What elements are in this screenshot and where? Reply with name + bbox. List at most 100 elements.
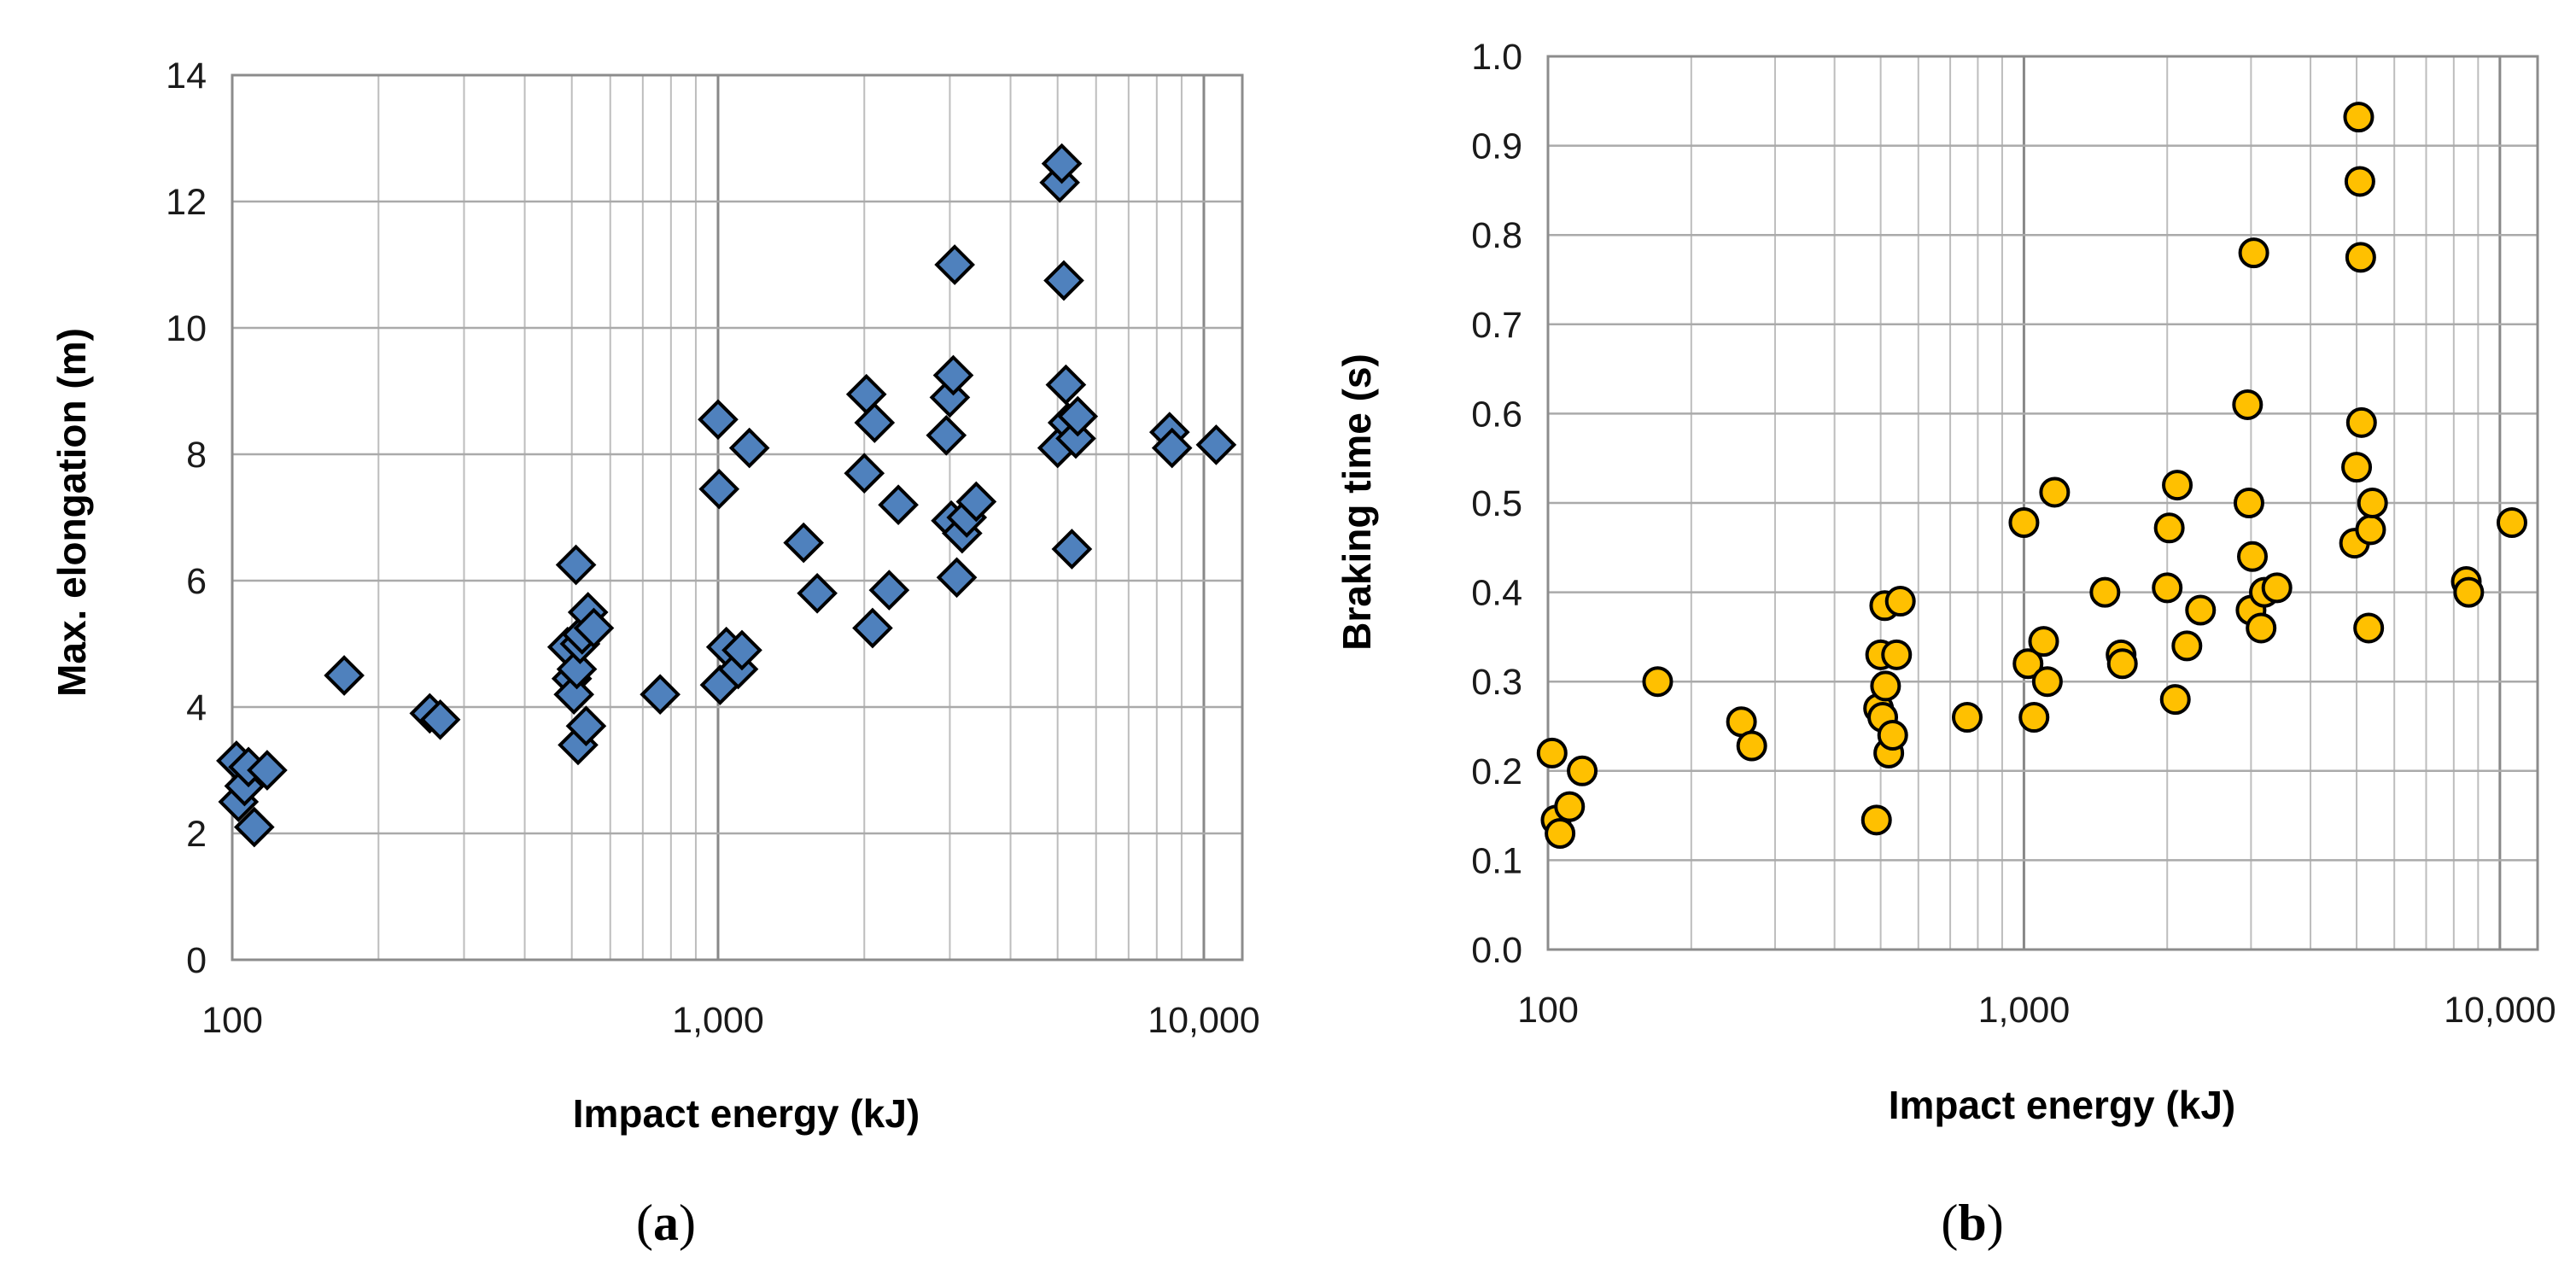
data-point [721, 629, 762, 671]
data-point [2345, 242, 2376, 273]
panel-b-braking-time: 0.0 0.1 0.2 0.3 0.4 0.5 0.6 0.7 0.8 0.9 1.0 100 1,00… [1335, 37, 2556, 1251]
data-point [783, 522, 824, 564]
data-point [2344, 166, 2375, 197]
x-tick-label: 10,000 [2444, 990, 2556, 1031]
data-point [1195, 424, 1237, 465]
data-point [2353, 612, 2385, 644]
data-point [878, 484, 919, 526]
data-point [1043, 260, 1084, 301]
panel-b-data-points [1536, 102, 2527, 850]
data-point [2106, 648, 2138, 680]
y-tick-label: 0.8 [1471, 215, 1522, 256]
data-point [2171, 630, 2203, 662]
panel-b-label-letter: b [1958, 1195, 1986, 1251]
data-point [2341, 452, 2373, 483]
data-point [2261, 572, 2293, 604]
panel-b-label-open: ( [1941, 1195, 1958, 1251]
y-tick-label: 0.2 [1471, 751, 1522, 792]
panel-a-label-letter: a [653, 1195, 679, 1251]
data-point [640, 674, 681, 716]
x-tick-label: 1,000 [672, 1000, 764, 1041]
data-point [2185, 594, 2217, 626]
data-point [565, 705, 607, 747]
data-point [2232, 389, 2263, 420]
data-point [2496, 507, 2527, 539]
data-point [2028, 626, 2059, 658]
plot-area-frame [1546, 55, 2539, 951]
data-point [1041, 143, 1083, 184]
y-tick-label: 4 [186, 687, 207, 728]
data-point [868, 570, 910, 611]
y-tick-label: 0.1 [1471, 840, 1522, 881]
y-tick-label: 0.7 [1471, 305, 1522, 346]
data-point [2237, 541, 2269, 572]
y-tick-label: 6 [186, 561, 207, 602]
y-tick-label: 0.9 [1471, 126, 1522, 167]
data-point [1951, 702, 1983, 734]
data-point [2089, 576, 2121, 608]
y-tick-label: 1.0 [1471, 37, 1522, 78]
data-point [247, 750, 288, 791]
data-point [324, 655, 365, 696]
panel-b-tick-labels: 0.0 0.1 0.2 0.3 0.4 0.5 0.6 0.7 0.8 0.9 1.0 100 1,00… [1471, 37, 2556, 1031]
data-point [2159, 684, 2191, 716]
panel-a-data-points [216, 143, 1237, 848]
data-point [1545, 818, 1576, 850]
panel-a-gridlines [231, 73, 1244, 961]
data-point [2152, 572, 2183, 604]
data-point [1051, 529, 1093, 570]
y-tick-label: 12 [166, 182, 207, 223]
y-tick-label: 0.5 [1471, 483, 1522, 524]
data-point [1877, 719, 1908, 751]
data-point [2039, 476, 2071, 508]
x-tick-label: 1,000 [1978, 990, 2071, 1031]
y-tick-label: 0.4 [1471, 573, 1522, 614]
data-point [844, 453, 885, 494]
data-point [573, 607, 615, 649]
data-point [555, 544, 597, 586]
y-tick-label: 0 [186, 940, 207, 981]
data-point [1860, 804, 1892, 836]
panel-b-label: (b) [1941, 1195, 2003, 1251]
data-point [1736, 730, 1767, 762]
data-point [1057, 395, 1099, 437]
y-tick-label: 2 [186, 814, 207, 855]
x-tick-label: 100 [202, 1000, 263, 1041]
panel-b-gridlines [1546, 55, 2539, 951]
data-point [1151, 427, 1193, 469]
y-tick-label: 0.6 [1471, 394, 1522, 435]
data-point [926, 414, 967, 456]
y-tick-label: 0.0 [1471, 930, 1522, 971]
data-point [936, 557, 978, 599]
x-tick-label: 10,000 [1148, 1000, 1260, 1041]
data-point [955, 481, 997, 523]
data-point [233, 806, 275, 848]
data-point [2357, 488, 2388, 518]
y-tick-label: 14 [166, 56, 207, 96]
y-tick-label: 10 [166, 308, 207, 349]
data-point [2345, 406, 2377, 438]
data-point [2238, 237, 2269, 269]
panel-b-label-close: ) [1987, 1195, 2004, 1251]
panel-a-label-close: ) [679, 1195, 696, 1251]
plot-area-frame [231, 73, 1244, 961]
data-point [2018, 702, 2050, 734]
x-tick-label: 100 [1517, 990, 1579, 1031]
data-point [2355, 514, 2386, 546]
data-point [728, 427, 770, 469]
panel-b-x-axis-title: Impact energy (kJ) [1889, 1083, 2235, 1127]
panel-a-label-open: ( [636, 1195, 653, 1251]
y-tick-label: 8 [186, 435, 207, 476]
data-point [2153, 512, 2185, 544]
data-point [553, 674, 594, 716]
data-point [419, 698, 461, 740]
data-point [2246, 612, 2277, 644]
panel-a-x-axis-title: Impact energy (kJ) [573, 1091, 920, 1136]
data-point [854, 402, 896, 443]
panel-a-anchor [0, 0, 1, 1]
data-point [1642, 666, 1674, 698]
data-point [2031, 666, 2063, 698]
y-tick-label: 0.3 [1471, 662, 1522, 703]
data-point [2162, 470, 2193, 501]
